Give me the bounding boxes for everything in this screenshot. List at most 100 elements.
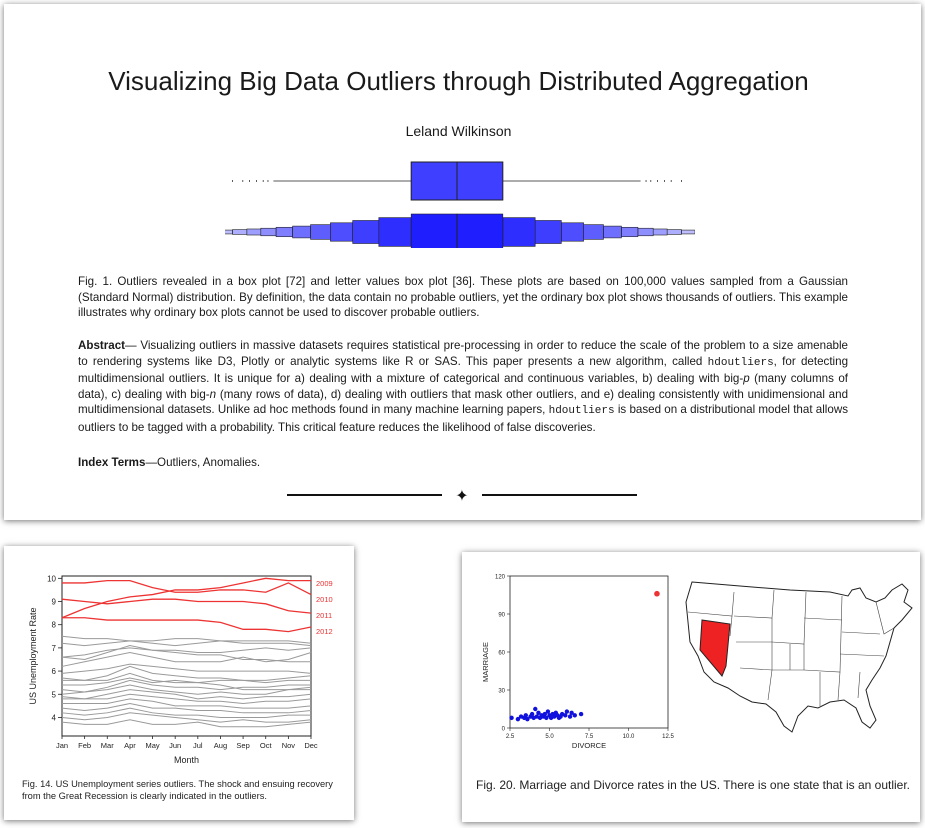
letter-value-box	[275, 226, 293, 238]
series-line	[62, 665, 312, 681]
series-line	[61, 684, 311, 695]
y-axis-label: US Unemployment Rate	[28, 607, 38, 704]
letter-value-box	[246, 228, 262, 236]
data-point	[578, 711, 584, 717]
data-point	[563, 713, 568, 718]
data-point	[525, 716, 530, 722]
series-label: 2010	[316, 595, 333, 604]
letter-values-boxplot	[225, 213, 695, 248]
series-line	[61, 707, 311, 718]
x-tick-label: Sep	[236, 741, 249, 750]
y-tick-label: 30	[498, 689, 505, 695]
y-tick-label: 9	[52, 598, 57, 607]
letter-value-box	[330, 222, 353, 242]
x-tick-label: Jun	[169, 741, 181, 750]
series-line	[61, 703, 312, 714]
ordinary-boxplot	[232, 161, 682, 201]
abstract: Abstract— Visualizing outliers in massiv…	[78, 338, 848, 435]
figure-1-caption: Fig. 1. Outliers revealed in a box plot …	[78, 275, 848, 319]
y-tick-label: 60	[498, 651, 505, 657]
series-line	[62, 677, 312, 691]
letter-value-box	[260, 227, 277, 237]
letter-value-box	[410, 213, 458, 248]
series-line	[61, 663, 312, 674]
code-hdoutliers: hdoutliers	[548, 405, 615, 417]
paper-title: Visualizing Big Data Outliers through Di…	[108, 66, 809, 96]
x-axis-label: DIVORCE	[572, 741, 606, 750]
x-tick-label: 7.5	[585, 734, 594, 740]
series-line	[61, 652, 312, 667]
outlier-series-line	[62, 617, 312, 633]
data-point	[515, 716, 521, 722]
letter-value-box	[232, 229, 248, 235]
series-line	[61, 719, 312, 728]
y-tick-label: 4	[52, 713, 57, 722]
x-tick-label: 10.0	[623, 734, 635, 740]
letter-value-box	[502, 217, 536, 247]
x-tick-label: 2.5	[506, 734, 515, 740]
x-tick-label: Jul	[193, 741, 203, 750]
x-tick-label: Mar	[101, 741, 114, 750]
y-tick-label: 5	[52, 690, 57, 699]
series-line	[61, 635, 312, 647]
abstract-variable: p	[743, 372, 750, 385]
series-line	[61, 712, 312, 723]
outlier-series-line	[61, 598, 312, 614]
series-line	[61, 640, 312, 647]
abstract-label: Abstract	[78, 339, 126, 352]
series-line	[62, 698, 312, 709]
letter-value-box	[310, 224, 331, 240]
y-tick-label: 7	[52, 644, 57, 653]
x-tick-label: Apr	[124, 741, 136, 750]
data-point	[564, 709, 570, 714]
x-tick-label: Aug	[214, 741, 227, 750]
abstract-text: , for detecting multidimensional outlier…	[78, 354, 849, 386]
x-tick-label: Jan	[56, 741, 68, 750]
letter-value-box	[637, 227, 654, 237]
data-point	[572, 713, 577, 718]
letter-value-box	[534, 220, 562, 244]
data-point	[523, 713, 528, 718]
data-point	[569, 710, 574, 715]
x-tick-label: Nov	[282, 741, 296, 750]
series-label: 2011	[316, 611, 332, 620]
data-point	[536, 710, 541, 715]
code-hdoutliers: hdoutliers	[707, 356, 774, 369]
data-point	[544, 715, 549, 721]
series-line	[61, 647, 312, 658]
letter-value-box	[603, 225, 622, 239]
paper-author: Leland Wilkinson	[405, 123, 512, 139]
outlier-series-line	[62, 579, 312, 596]
x-tick-label: 12.5	[662, 734, 674, 740]
x-tick-label: Feb	[78, 741, 91, 750]
letter-value-box	[456, 213, 504, 248]
y-tick-label: 10	[47, 574, 56, 583]
letter-value-box	[561, 222, 584, 242]
series-line	[62, 693, 312, 705]
figure-20-caption: Fig. 20. Marriage and Divorce rates in t…	[476, 778, 910, 792]
figure-14-caption: Fig. 14. US Unemployment series outliers…	[22, 779, 333, 801]
data-point	[542, 711, 547, 717]
y-axis-label: MARRIAGE	[481, 642, 490, 682]
x-tick-label: Oct	[260, 741, 273, 750]
index-terms-label: Index Terms	[78, 456, 146, 469]
index-terms-text: —Outliers, Anomalies.	[145, 456, 261, 469]
us-outline	[685, 581, 913, 733]
abstract-text: is based on a distributional model that …	[78, 403, 848, 434]
y-tick-label: 0	[502, 727, 506, 733]
series-line	[61, 679, 311, 693]
series-label: 2012	[316, 627, 333, 636]
data-point	[533, 706, 538, 712]
index-terms: Index Terms—Outliers, Anomalies.	[78, 455, 848, 471]
boxplot-figure	[225, 161, 695, 248]
y-tick-label: 8	[52, 621, 57, 630]
letter-value-box	[378, 217, 412, 247]
paper-front-page	[4, 4, 921, 520]
letter-value-box	[292, 225, 311, 239]
y-tick-label: 120	[495, 575, 506, 581]
unemployment-line-chart: 4 5 6 7 8 9 10 Jan Feb Mar Apr May Jun Jul Aug Sep Oct No…	[28, 574, 333, 765]
series-line	[61, 689, 312, 700]
abstract-text: (many rows of data), d) dealing with out…	[78, 387, 849, 417]
nevada-outlier-state	[699, 619, 731, 677]
series-label: 2009	[316, 579, 333, 588]
